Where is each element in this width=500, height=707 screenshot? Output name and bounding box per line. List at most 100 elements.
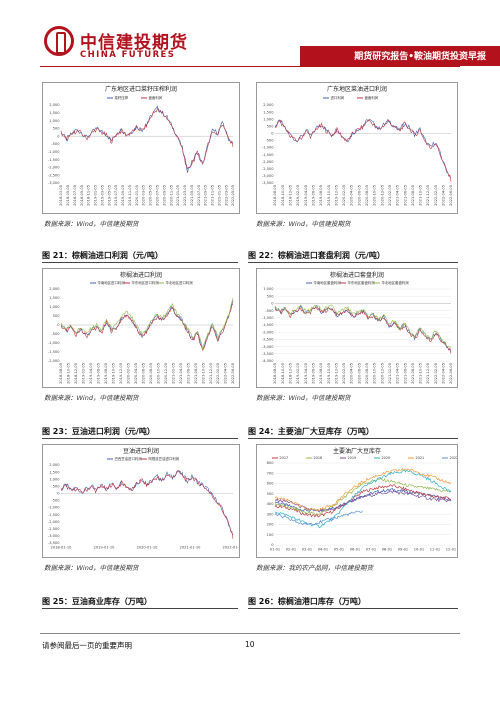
y-tick-label: 0 [57, 323, 60, 327]
y-tick-label: -2,000 [48, 359, 60, 363]
x-tick-label: 2020-01-10 [137, 546, 159, 550]
x-tick-label: 2019-06-05 [97, 363, 101, 384]
y-tick-label: 1,500 [263, 110, 274, 114]
x-tick-label: 2019-10-05 [327, 363, 331, 384]
chart-title: 主要油厂大豆库存 [333, 447, 381, 455]
y-tick-label: -2,000 [262, 330, 274, 334]
legend-entry: 华北地区套盘利润 [382, 280, 410, 285]
chart-source: 数据来源：Wind，中信建投期货 [256, 394, 351, 402]
x-tick-label: 07-01 [366, 548, 376, 552]
y-tick-label: 500 [53, 314, 61, 318]
series-line-华东地区套盘利润 [274, 306, 452, 354]
y-tick-label: -500 [51, 142, 60, 146]
header-divider [40, 66, 460, 67]
x-tick-label: 2022-06-05 [231, 363, 235, 384]
x-tick-label: 2020-02-05 [342, 363, 346, 384]
x-tick-label: 2021-10-05 [201, 363, 205, 384]
y-tick-label: 700 [267, 471, 275, 475]
y-tick-label: -3,000 [48, 534, 60, 538]
y-tick-label: 1,500 [49, 296, 60, 300]
x-tick-label: 2021-01-05 [176, 185, 180, 206]
x-tick-label: 04-01 [318, 548, 328, 552]
x-tick-label: 2020-04-05 [350, 185, 354, 206]
x-tick-label: 2018-03-05 [59, 185, 63, 206]
x-tick-label: 2022-04-05 [442, 185, 446, 206]
x-tick-label: 10-01 [414, 548, 424, 552]
x-tick-label: 2022-01-10 [223, 546, 239, 550]
chart-palm-oil-hedge-profit: 棕榈油进口套盘利润 华南地区套盘利润 华东地区套盘利润 华北地区套盘利润 1,000 50… [256, 268, 458, 388]
series-line-盘面利润 [60, 108, 234, 170]
x-tick-label: 2022-03-05 [224, 185, 228, 206]
x-tick-label: 2020-12-05 [164, 363, 168, 384]
x-tick-label: 2018-08-05 [59, 363, 63, 384]
x-tick-label: 2021-06-05 [403, 363, 407, 384]
y-tick-label: -1,000 [48, 150, 60, 154]
x-tick-label: 2021-06-05 [403, 185, 407, 206]
x-tick-label: 2021-12-05 [426, 363, 430, 384]
y-tick-label: -1,500 [262, 153, 274, 157]
x-tick-label: 2021-04-05 [179, 363, 183, 384]
y-tick-label: 0 [271, 302, 274, 306]
x-tick-label: 2020-12-05 [380, 185, 384, 206]
x-tick-label: 2020-04-05 [350, 363, 354, 384]
x-tick-label: 12-01 [446, 548, 456, 552]
x-tick-label: 2019-04-05 [304, 185, 308, 206]
y-tick-label: -2,000 [48, 520, 60, 524]
series-line-华东地区进口利润 [60, 303, 234, 352]
x-tick-label: 2022-04-05 [224, 363, 228, 384]
x-tick-label: 2020-10-05 [156, 363, 160, 384]
x-tick-label: 2018-10-05 [281, 363, 285, 384]
x-tick-label: 2022-01-05 [217, 185, 221, 206]
series-line-2020 [274, 469, 452, 529]
legend-entry: 华东地区套盘利润 [348, 280, 376, 285]
x-tick-label: 2020-05-05 [149, 185, 153, 206]
legend-entry: 进口利润 [331, 95, 345, 100]
y-tick-label: -1,500 [48, 513, 60, 517]
x-tick-label: 2021-10-05 [419, 185, 423, 206]
x-tick-label: 2020-02-05 [342, 185, 346, 206]
y-tick-label: -3,000 [48, 181, 60, 185]
x-tick-label: 2021-04-05 [396, 185, 400, 206]
y-tick-label: -1,500 [262, 323, 274, 327]
x-tick-label: 2018-01-10 [51, 546, 73, 550]
x-tick-label: 2020-10-05 [373, 363, 377, 384]
y-tick-label: 0 [271, 543, 274, 547]
y-tick-label: -3,500 [48, 541, 60, 545]
chart-source: 数据来源：Wind，中信建投期货 [256, 220, 351, 228]
series-line-巴西豆油进口利润 [60, 470, 234, 536]
y-tick-label: -500 [265, 309, 274, 313]
x-tick-label: 2019-11-05 [128, 185, 132, 206]
x-tick-label: 2020-09-05 [162, 185, 166, 206]
x-tick-label: 09-01 [398, 548, 408, 552]
y-tick-label: 2,000 [49, 287, 60, 291]
y-tick-label: 100 [267, 533, 275, 537]
x-tick-label: 2021-12-05 [209, 363, 213, 384]
y-tick-label: 2,000 [263, 103, 274, 107]
x-tick-label: 2020-01-05 [135, 185, 139, 206]
x-tick-label: 2020-06-05 [357, 185, 361, 206]
x-tick-label: 2018-07-05 [73, 185, 77, 206]
y-tick-label: 500 [53, 127, 61, 131]
y-tick-label: -3,500 [262, 352, 274, 356]
y-tick-label: 400 [267, 502, 275, 506]
series-line-2022 [274, 510, 363, 526]
x-tick-label: 06-01 [350, 548, 360, 552]
chart-source: 数据来源：我的农产品网，中信建投期货 [256, 564, 373, 572]
legend-entry: 华南地区套盘利润 [314, 280, 342, 285]
series-line-进口利润 [274, 118, 452, 178]
chart-title: 棕榈油进口套盘利润 [330, 271, 384, 279]
x-tick-label: 2018-10-05 [281, 185, 285, 206]
y-tick-label: 1,500 [49, 470, 60, 474]
y-tick-label: -3,000 [262, 174, 274, 178]
chart-source: 数据来源：Wind，中信建投期货 [44, 220, 139, 228]
y-tick-label: 1,000 [263, 287, 274, 291]
figure-caption: 图 21：棕榈油进口利润（元/吨） [42, 251, 163, 260]
legend-entry: 盘面利润 [149, 95, 163, 100]
logo-english-name: CHINA FUTURES [80, 50, 176, 60]
x-tick-label: 2022-06-05 [449, 363, 453, 384]
x-tick-label: 2020-04-05 [134, 363, 138, 384]
x-tick-label: 2021-08-05 [194, 363, 198, 384]
y-tick-label: 500 [53, 484, 61, 488]
chart-soybean-oil-import-profit: 豆油进口利润 巴西豆油进口利润 阿根廷豆油进口利润 2,000 1,500 1,000 50… [42, 444, 240, 558]
x-tick-label: 2020-02-05 [127, 363, 131, 384]
